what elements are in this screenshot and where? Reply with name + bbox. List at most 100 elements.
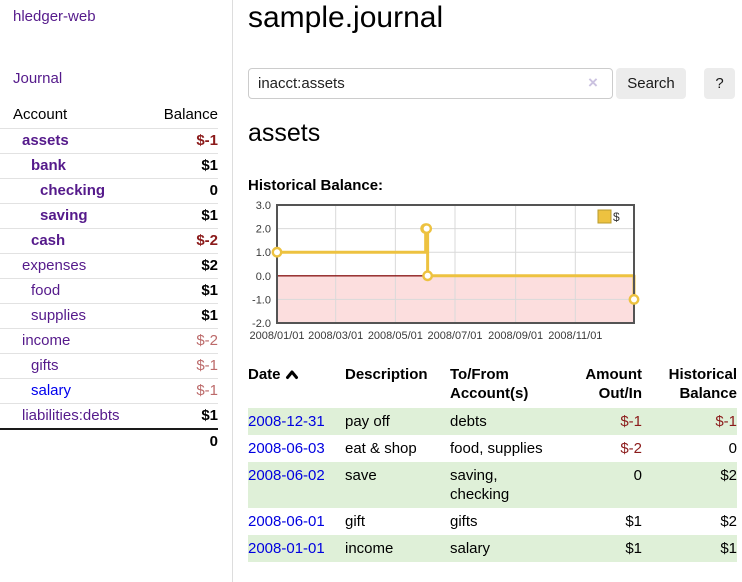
accounts-total-row: 0 <box>0 428 218 454</box>
svg-text:3.0: 3.0 <box>256 200 271 212</box>
account-balance: $2 <box>149 253 218 279</box>
transaction-description: gift <box>345 513 366 530</box>
register-row: 2008-01-01 income salary $1 $1 <box>248 535 737 562</box>
page-title: sample.journal <box>248 1 444 34</box>
historical-balance-chart: $3.0 2.0 1.0 0.0 -1.0 -2.0 2008/01/01 2008/03/0… <box>248 198 742 350</box>
transaction-date-link[interactable]: 2008-06-03 <box>248 440 325 457</box>
register-header-amount: Amount Out/In <box>585 366 642 402</box>
svg-text:1.0: 1.0 <box>256 247 271 259</box>
sidebar-account-row: cash $-2 <box>0 228 218 254</box>
sidebar-account-row: checking 0 <box>0 178 218 204</box>
transaction-date-link[interactable]: 2008-01-01 <box>248 540 325 557</box>
search-input[interactable] <box>248 68 613 99</box>
account-balance: $-1 <box>149 128 218 154</box>
transaction-amount: $1 <box>625 513 642 530</box>
sort-ascending-icon <box>285 370 298 379</box>
transaction-balance: $-1 <box>715 413 737 430</box>
account-link[interactable]: supplies <box>31 307 87 324</box>
transaction-description: eat & shop <box>345 440 417 457</box>
transaction-amount: 0 <box>633 467 642 484</box>
accounts-total-balance: 0 <box>149 428 218 454</box>
transaction-accounts: food, supplies <box>450 440 543 457</box>
account-link[interactable]: cash <box>31 232 66 249</box>
account-link[interactable]: assets <box>22 132 69 149</box>
transaction-accounts: saving, checking <box>450 467 510 503</box>
chart-title: Historical Balance: <box>248 177 384 194</box>
search-button[interactable]: Search <box>616 68 686 99</box>
register-header-description: Description <box>345 366 428 383</box>
transaction-accounts: gifts <box>450 513 478 530</box>
transaction-description: income <box>345 540 394 557</box>
transaction-balance: $1 <box>720 540 737 557</box>
account-link[interactable]: salary <box>31 382 72 399</box>
register-header-accounts: To/From Account(s) <box>450 366 529 402</box>
transaction-amount: $-1 <box>620 413 642 430</box>
sidebar-account-row: salary $-1 <box>0 378 218 404</box>
account-link[interactable]: expenses <box>22 257 87 274</box>
main-content: sample.journal × Search ? assets Histori… <box>248 0 742 582</box>
sidebar-account-row: gifts $-1 <box>0 353 218 379</box>
account-link[interactable]: bank <box>31 157 67 174</box>
svg-text:2008/03/01: 2008/03/01 <box>308 330 363 342</box>
transaction-amount: $-2 <box>620 440 642 457</box>
account-balance: $1 <box>149 278 218 304</box>
svg-text:2008/11/01: 2008/11/01 <box>548 330 602 342</box>
svg-text:2008/09/01: 2008/09/01 <box>488 330 543 342</box>
register-row: 2008-06-01 gift gifts $1 $2 <box>248 508 737 535</box>
account-link[interactable]: food <box>31 282 61 299</box>
app-brand-link[interactable]: hledger-web <box>13 8 96 25</box>
accounts-header-account: Account <box>13 106 68 123</box>
transaction-accounts: debts <box>450 413 487 430</box>
account-link[interactable]: income <box>22 332 71 349</box>
accounts-header-balance: Balance <box>163 106 218 123</box>
transaction-date-link[interactable]: 2008-06-01 <box>248 513 325 530</box>
transaction-balance: $2 <box>720 467 737 484</box>
account-balance: $1 <box>149 403 218 429</box>
svg-text:$: $ <box>613 210 620 224</box>
sidebar-account-row: expenses $2 <box>0 253 218 279</box>
account-balance: $-2 <box>149 228 218 254</box>
account-link[interactable]: saving <box>40 207 88 224</box>
account-balance: $-1 <box>149 353 218 379</box>
svg-text:2.0: 2.0 <box>256 224 271 236</box>
sidebar-account-row: income $-2 <box>0 328 218 354</box>
register-header-row: Date Description To/From Account(s) Amou… <box>248 362 737 408</box>
account-link[interactable]: liabilities:debts <box>22 407 120 424</box>
transaction-description: save <box>345 467 377 484</box>
register-header-balance: Historical Balance <box>668 366 737 402</box>
account-page-title: assets <box>248 119 321 147</box>
accounts-table: Account Balance assets $-1 bank $1 checking 0… <box>0 102 218 454</box>
register-table: Date Description To/From Account(s) Amou… <box>248 362 737 562</box>
account-balance: $1 <box>149 203 218 229</box>
account-balance: 0 <box>149 178 218 204</box>
search-form: × Search ? <box>248 68 742 100</box>
transaction-date-link[interactable]: 2008-12-31 <box>248 413 325 430</box>
svg-text:2008/01/01: 2008/01/01 <box>249 330 304 342</box>
transaction-description: pay off <box>345 413 390 430</box>
register-header-date[interactable]: Date <box>248 362 345 408</box>
svg-text:2008/05/01: 2008/05/01 <box>368 330 423 342</box>
account-link[interactable]: gifts <box>31 357 59 374</box>
sidebar-account-row: supplies $1 <box>0 303 218 329</box>
sidebar-item-journal[interactable]: Journal <box>13 70 63 87</box>
transaction-balance: 0 <box>728 440 737 457</box>
sidebar-account-row: saving $1 <box>0 203 218 229</box>
svg-text:0.0: 0.0 <box>256 271 271 283</box>
sidebar-account-row: liabilities:debts $1 <box>0 403 218 429</box>
register-row: 2008-06-02 save saving, checking 0 $2 <box>248 462 737 508</box>
account-link[interactable]: checking <box>40 182 106 199</box>
account-balance: $1 <box>149 303 218 329</box>
account-balance: $-2 <box>149 328 218 354</box>
register-row: 2008-12-31 pay off debts $-1 $-1 <box>248 408 737 435</box>
register-row: 2008-06-03 eat & shop food, supplies $-2 0 <box>248 435 737 462</box>
transaction-amount: $1 <box>625 540 642 557</box>
clear-search-icon[interactable]: × <box>588 73 598 92</box>
help-button[interactable]: ? <box>704 68 735 99</box>
sidebar: hledger-web Journal Account Balance asse… <box>0 0 233 582</box>
sidebar-account-row: bank $1 <box>0 153 218 179</box>
transaction-date-link[interactable]: 2008-06-02 <box>248 467 325 484</box>
transaction-balance: $2 <box>720 513 737 530</box>
sidebar-account-row: assets $-1 <box>0 128 218 154</box>
sidebar-account-row: food $1 <box>0 278 218 304</box>
account-balance: $-1 <box>149 378 218 404</box>
